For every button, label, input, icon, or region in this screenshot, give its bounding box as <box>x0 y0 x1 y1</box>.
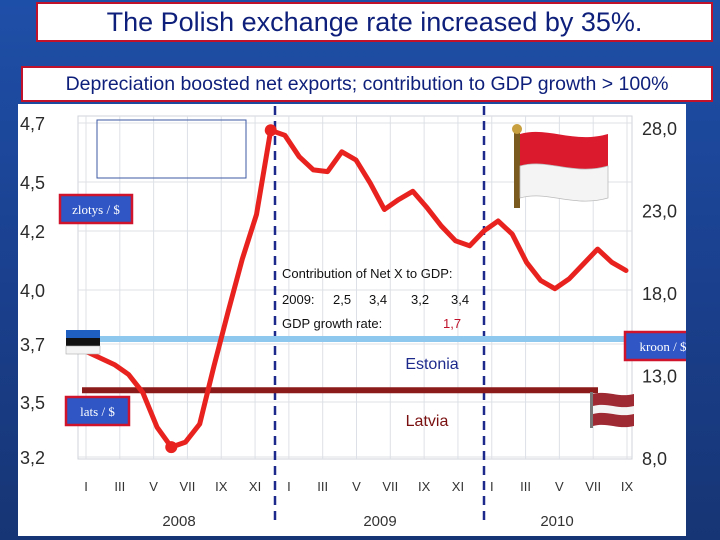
annotation-gdp-label: GDP growth rate: <box>282 316 382 331</box>
left-axis-tick-label: 4,0 <box>20 281 45 301</box>
x-axis-month-label: I <box>287 479 291 494</box>
x-axis-year-label: 2010 <box>540 513 573 530</box>
left-axis-tick-label: 4,7 <box>20 114 45 134</box>
flag-pole <box>590 392 593 428</box>
x-axis-month-label: VII <box>179 479 195 494</box>
annotation-contribution-value: 3,2 <box>411 292 429 307</box>
series-label-zloty: zlotys / $ <box>72 202 120 217</box>
flag-estonia-blue <box>66 330 100 338</box>
page-number: 43 <box>662 496 674 507</box>
right-axis-tick-label: 13,0 <box>642 367 677 387</box>
flag-estonia-black <box>66 338 100 346</box>
x-axis-month-label: IX <box>418 479 431 494</box>
marker-maximum <box>264 124 277 137</box>
flag-poland-icon <box>512 124 609 208</box>
annotation-contribution-title: Contribution of Net X to GDP: <box>282 266 453 281</box>
left-axis-tick-label: 4,2 <box>20 222 45 242</box>
series-label-kroon: kroon / $ <box>640 339 686 354</box>
x-axis-month-label: VII <box>382 479 398 494</box>
slide-title: The Polish exchange rate increased by 35… <box>36 2 713 42</box>
x-axis-month-label: V <box>352 479 361 494</box>
x-axis-month-label: V <box>149 479 158 494</box>
x-axis-month-label: I <box>490 479 494 494</box>
flag-pole <box>514 130 520 208</box>
x-axis-month-label: VII <box>585 479 601 494</box>
x-axis-month-label: IX <box>621 479 634 494</box>
right-axis-tick-label: 28,0 <box>642 119 677 139</box>
x-axis-month-label: III <box>114 479 125 494</box>
annotation-contribution-value: 2009: <box>282 292 315 307</box>
left-axis-tick-label: 4,5 <box>20 173 45 193</box>
flag-poland-white <box>519 163 609 202</box>
empty-legend-box <box>96 119 247 179</box>
annotation-contribution-value: 3,4 <box>369 292 387 307</box>
left-axis-tick-label: 3,2 <box>20 448 45 468</box>
flag-estonia-icon <box>65 330 101 355</box>
x-axis-month-label: III <box>520 479 531 494</box>
annotation-contribution-value: 2,5 <box>333 292 351 307</box>
flag-estonia-white <box>65 345 101 355</box>
exchange-rate-chart: 4,7 4,5 4,2 4,0 3,7 3,5 3,2 28,0 23,0 18,0 13,0 8,0… <box>20 106 686 530</box>
annotation-estonia: Estonia <box>405 356 458 373</box>
left-axis-tick-label: 3,5 <box>20 393 45 413</box>
flag-pole-knob <box>512 124 522 134</box>
flag-latvia-white <box>593 404 634 416</box>
chart-panel: 4,7 4,5 4,2 4,0 3,7 3,5 3,2 28,0 23,0 18,0 13,0 8,0… <box>18 104 686 536</box>
series-label-zloty-box <box>58 193 134 225</box>
x-axis-month-label: IX <box>215 479 228 494</box>
annotation-latvia: Latvia <box>406 413 449 430</box>
x-axis-month-label: V <box>555 479 564 494</box>
annotation-contribution-value: 3,4 <box>451 292 469 307</box>
right-axis-tick-label: 18,0 <box>642 284 677 304</box>
series-label-lats: lats / $ <box>80 404 115 419</box>
plot-border <box>77 115 633 460</box>
flag-poland-red <box>520 131 608 170</box>
x-axis-year-label: 2008 <box>162 513 195 530</box>
slide-subtitle: Depreciation boosted net exports; contri… <box>21 66 713 102</box>
x-axis-year-label: 2009 <box>363 513 396 530</box>
x-axis-month-label: I <box>84 479 88 494</box>
left-axis-tick-label: 3,7 <box>20 335 45 355</box>
x-axis-month-label: III <box>317 479 328 494</box>
annotation-gdp-value: 1,7 <box>443 316 461 331</box>
right-axis-tick-label: 23,0 <box>642 202 677 222</box>
flag-latvia-icon <box>590 392 634 428</box>
marker-minimum <box>165 441 178 454</box>
x-axis-month-label: XI <box>452 479 464 494</box>
right-axis-tick-label: 8,0 <box>642 449 667 469</box>
series-label-kroon-box <box>623 330 686 362</box>
series-label-lats-box <box>64 395 131 427</box>
x-axis-month-label: XI <box>249 479 261 494</box>
